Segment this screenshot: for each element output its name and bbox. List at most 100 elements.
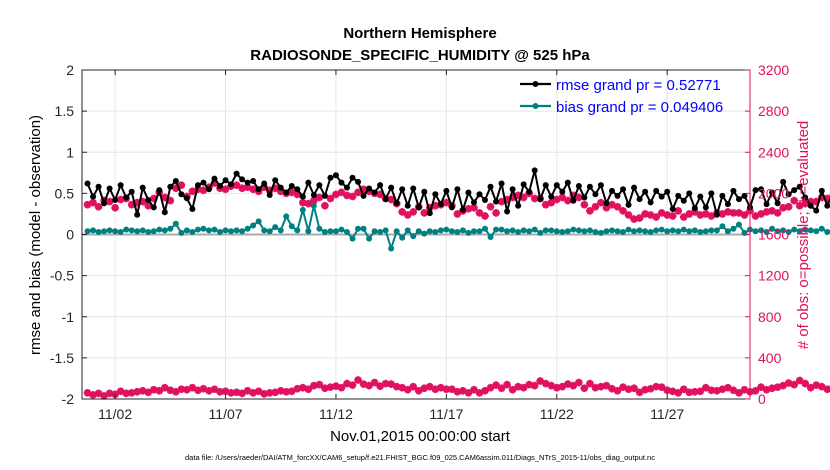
y-tick-label: 0: [66, 227, 74, 243]
bias-point: [217, 229, 224, 236]
y2-tick-label: 400: [758, 350, 782, 366]
rmse-point: [305, 179, 312, 186]
rmse-point: [680, 197, 687, 204]
obs-possible-point: [657, 383, 666, 391]
rmse-point: [415, 204, 422, 211]
obs-evaluated-point: [348, 192, 357, 201]
bias-point: [592, 229, 599, 236]
rmse-point: [509, 186, 516, 193]
rmse-point: [465, 189, 472, 196]
rmse-point: [702, 204, 709, 211]
rmse-point: [658, 193, 665, 200]
bias-point: [680, 226, 687, 233]
obs-possible-point: [326, 383, 335, 391]
bias-point: [785, 229, 792, 236]
rmse-point: [399, 186, 406, 193]
bias-point: [338, 226, 345, 233]
rmse-point: [283, 189, 290, 196]
rmse-point: [564, 179, 571, 186]
rmse-point: [90, 193, 97, 200]
obs-count-series: [83, 179, 830, 400]
rmse-point: [393, 200, 400, 207]
y-tick-label: 0.5: [55, 185, 75, 201]
rmse-point: [697, 193, 704, 200]
bias-point: [117, 229, 124, 236]
bias-point: [482, 225, 489, 232]
rmse-point: [239, 176, 246, 183]
bias-point: [222, 227, 229, 234]
rmse-point: [719, 192, 726, 199]
bias-point: [404, 227, 411, 234]
rmse-point: [266, 192, 273, 199]
bias-point: [796, 228, 803, 235]
bias-point: [211, 226, 218, 233]
obs-evaluated-point: [773, 209, 782, 217]
obs-possible-point: [492, 381, 500, 389]
rmse-point: [211, 175, 218, 182]
rmse-point: [470, 199, 477, 206]
rmse-point: [482, 196, 489, 203]
obs-evaluated-point: [624, 211, 633, 219]
bias-point: [669, 227, 676, 234]
y-tick-label: -2: [62, 391, 75, 407]
rmse-point: [448, 204, 455, 211]
y-tick-label: 1: [66, 144, 74, 160]
bias-point: [360, 225, 367, 232]
bias-point: [542, 227, 549, 234]
rmse-point: [288, 182, 295, 189]
rmse-point: [802, 194, 809, 201]
obs-possible-point: [260, 390, 268, 398]
obs-possible-point: [470, 385, 478, 394]
bias-point: [653, 227, 660, 234]
bias-point: [183, 227, 190, 234]
obs-possible-point: [370, 378, 379, 387]
y-tick-label: 1.5: [55, 103, 75, 119]
bias-point: [575, 227, 582, 234]
obs-possible-point: [795, 376, 804, 385]
rmse-point: [178, 191, 185, 198]
obs-evaluated-point: [679, 213, 688, 221]
rmse-point: [487, 183, 494, 190]
obs-evaluated-point: [453, 210, 462, 218]
bias-point: [244, 225, 251, 232]
legend-bias-marker: [532, 103, 539, 109]
rmse-point: [614, 192, 621, 199]
bias-point: [752, 228, 759, 235]
rmse-point: [713, 211, 720, 218]
rmse-point: [437, 201, 444, 208]
bias-point: [310, 202, 317, 209]
bias-point: [509, 227, 516, 234]
rmse-point: [443, 187, 450, 194]
rmse-point: [421, 188, 428, 195]
bias-point: [299, 206, 306, 213]
rmse-point: [106, 185, 113, 192]
rmse-point: [553, 182, 560, 189]
obs-possible-point: [481, 386, 489, 395]
obs-evaluated-point: [199, 186, 208, 195]
rmse-point: [531, 167, 538, 174]
bias-point: [200, 225, 207, 232]
bias-point: [597, 229, 604, 236]
rmse-point: [123, 194, 130, 201]
obs-evaluated-point: [580, 200, 589, 209]
rmse-point: [172, 178, 179, 185]
rmse-point: [388, 184, 395, 191]
rmse-point: [769, 189, 776, 196]
bias-point: [774, 228, 781, 235]
rmse-point: [542, 182, 549, 189]
bias-point: [161, 227, 168, 234]
bias-point: [266, 228, 273, 235]
obs-evaluated-point: [304, 199, 313, 208]
rmse-point: [796, 183, 803, 190]
bias-point: [272, 224, 279, 231]
rmse-point: [785, 191, 792, 198]
rmse-series: [84, 167, 830, 218]
obs-evaluated-point: [575, 193, 583, 202]
obs-evaluated-point: [321, 201, 329, 210]
x-axis-ticks: 11/02 11/07 11/12 11/17 11/22 11/27: [98, 70, 684, 422]
rmse-point: [117, 182, 124, 189]
bias-point: [780, 227, 787, 234]
y2-tick-label: 800: [758, 309, 782, 325]
